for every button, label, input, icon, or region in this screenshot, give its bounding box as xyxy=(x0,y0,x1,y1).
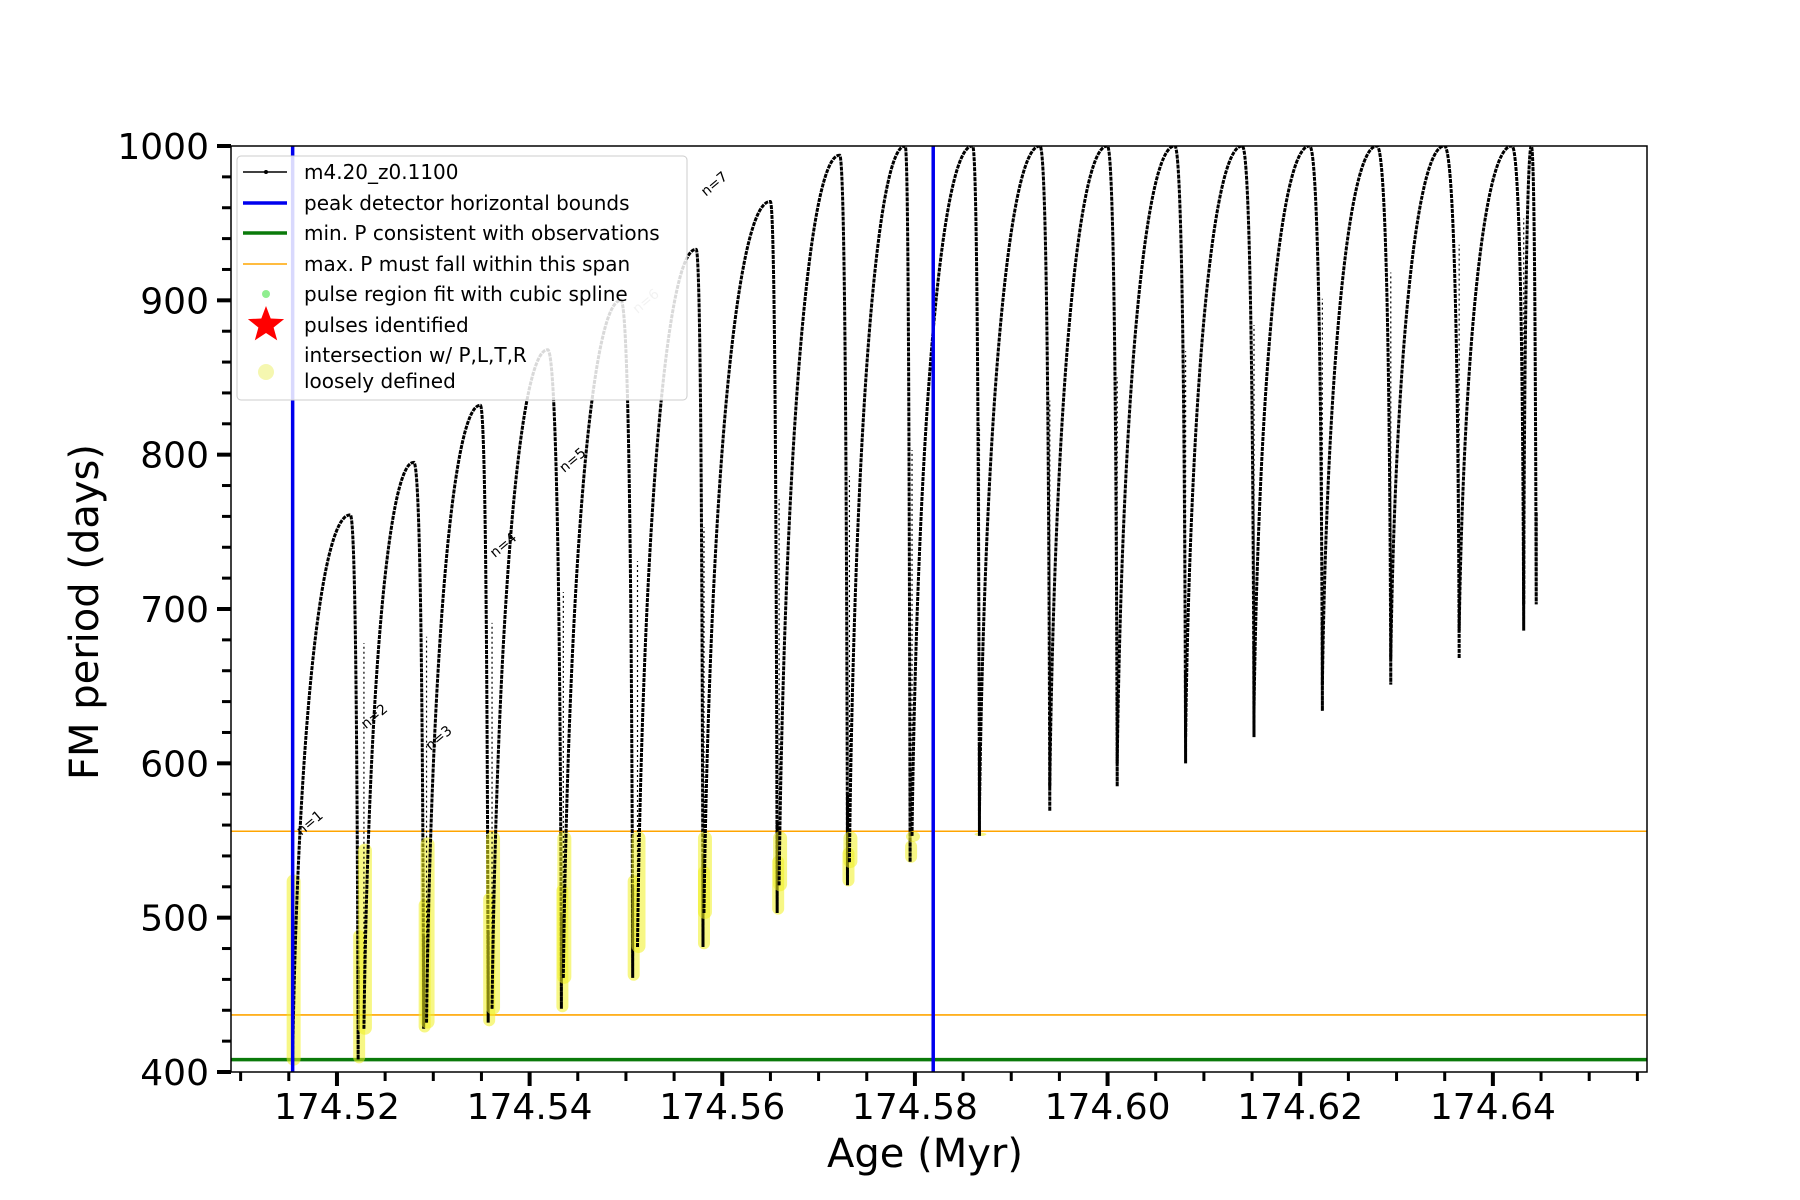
intersection-region xyxy=(357,843,372,1035)
pulse-curve xyxy=(1184,146,1256,738)
intersection-region xyxy=(631,831,646,953)
x-tick-label: 174.54 xyxy=(467,1087,593,1128)
legend-label-line2: loosely defined xyxy=(304,369,456,393)
pulse-9 xyxy=(843,146,918,869)
legend-label: m4.20_z0.1100 xyxy=(304,160,459,184)
pulse-curve xyxy=(777,153,849,886)
legend-entry: m4.20_z0.1100 xyxy=(243,160,459,184)
axes: 400 500 600 700 800 900 1000 174.52 174.54 174.56… xyxy=(117,127,1639,1128)
x-axis-title: Age (Myr) xyxy=(827,1131,1023,1177)
y-tick-label: 1000 xyxy=(117,127,209,168)
pulse-13 xyxy=(1115,146,1188,764)
legend-entry: max. P must fall within this span xyxy=(243,252,630,276)
x-tick-label: 174.60 xyxy=(1045,1087,1171,1128)
legend-entry: pulses identified xyxy=(247,306,469,341)
intersection-region xyxy=(906,831,921,842)
pulse-curve xyxy=(291,513,360,1060)
y-tick-label: 900 xyxy=(140,281,209,322)
legend-label: max. P must fall within this span xyxy=(304,252,630,276)
y-tick-label: 400 xyxy=(140,1053,209,1094)
pulse-curve xyxy=(977,146,1052,812)
y-tick-label: 600 xyxy=(140,744,209,785)
pulse-curve xyxy=(1252,146,1324,711)
pulse-curve xyxy=(1389,146,1461,659)
legend-label: min. P consistent with observations xyxy=(304,221,660,245)
x-tick-label: 174.56 xyxy=(659,1087,785,1128)
legend-swatch xyxy=(258,364,274,380)
x-tick-label: 174.52 xyxy=(274,1087,400,1128)
pulse-curve xyxy=(1115,146,1188,764)
legend-swatch-star xyxy=(247,306,285,341)
y-axis-title: FM period (days) xyxy=(62,444,108,780)
legend-swatch xyxy=(262,290,270,298)
intersection-region xyxy=(420,837,435,1029)
legend-label: pulse region fit with cubic spline xyxy=(304,282,628,306)
pulse-17 xyxy=(1389,146,1461,659)
legend-entry: pulse region fit with cubic spline xyxy=(262,282,628,306)
legend-label: pulses identified xyxy=(304,313,469,337)
y-tick-label: 500 xyxy=(140,899,209,940)
pulse-curve xyxy=(702,200,779,914)
y-tick-label: 800 xyxy=(140,436,209,477)
legend-entry: min. P consistent with observations xyxy=(243,221,660,245)
y-tick-label: 700 xyxy=(140,590,209,631)
legend-swatch-dot xyxy=(264,170,268,174)
x-tick-label: 174.64 xyxy=(1430,1087,1556,1128)
legend-box xyxy=(236,155,688,401)
pulse-curve xyxy=(425,403,490,1023)
pulse-11 xyxy=(977,146,1052,812)
x-tick-label: 174.62 xyxy=(1237,1087,1363,1128)
legend-label: intersection w/ P,L,T,R xyxy=(304,343,527,367)
x-tick-label: 174.58 xyxy=(852,1087,978,1128)
pulse-15 xyxy=(1252,146,1324,711)
legend-label: peak detector horizontal bounds xyxy=(304,191,630,215)
pulse-14 xyxy=(1184,146,1256,738)
pulse-curve xyxy=(635,247,705,948)
legend-entry: peak detector horizontal bounds xyxy=(243,191,630,215)
pulse-curve xyxy=(362,460,426,1029)
